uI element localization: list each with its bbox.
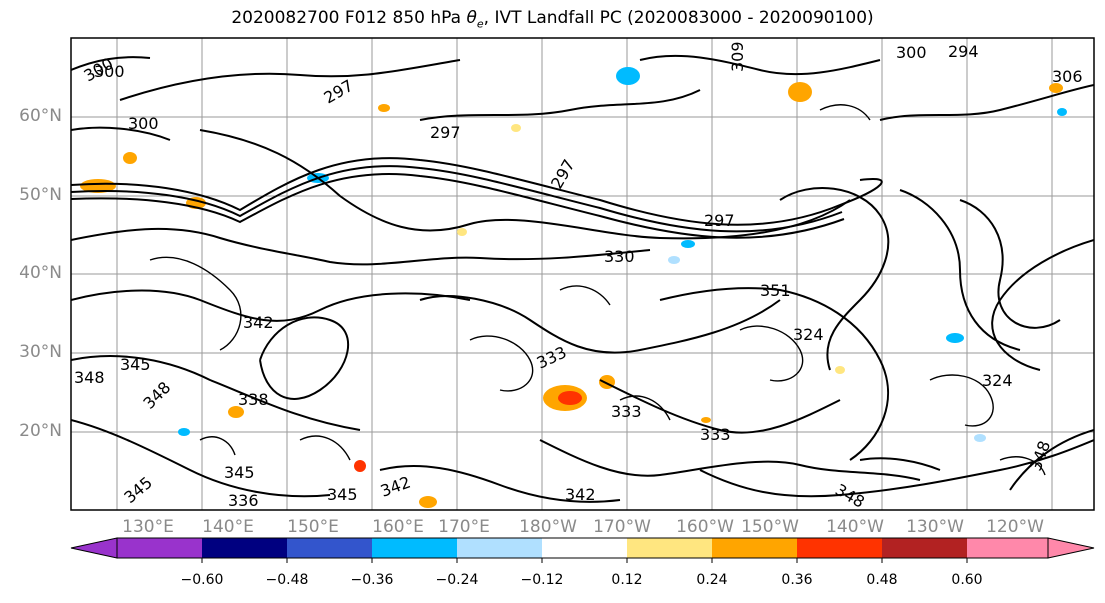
title-suffix: , IVT Landfall PC (2020083000 - 20200901…: [483, 8, 874, 28]
colorbar-tick-label: −0.48: [265, 572, 309, 588]
contour-label-17: 345: [120, 355, 151, 374]
colorbar-segment: [372, 538, 457, 558]
lon-label-170e: 170°E: [438, 517, 490, 537]
contour-label-6: 309: [728, 41, 747, 72]
contour-label-9: 297: [704, 211, 735, 230]
colorbar-segment: [797, 538, 882, 558]
colorbar-low-extend: [70, 537, 118, 559]
lat-label-20n: 20°N: [19, 421, 62, 441]
contour-label-27: 342: [565, 485, 596, 504]
contour-label-20: 333: [611, 402, 642, 421]
colorbar-segment: [457, 538, 542, 558]
contour-label-22: 333: [700, 425, 731, 444]
colorbar-tick-label: −0.12: [520, 572, 564, 588]
lon-label-140w: 140°W: [826, 517, 884, 537]
map-frame: [70, 37, 1095, 511]
colorbar-segment: [117, 538, 202, 558]
colorbar-ticks: [201, 558, 968, 563]
colorbar-tick-label: 0.48: [866, 572, 898, 588]
contour-label-12: 330: [604, 247, 635, 266]
contour-label-18: 348: [74, 368, 105, 387]
lon-label-160w: 160°W: [676, 517, 734, 537]
lon-label-130e: 130°E: [122, 517, 174, 537]
map-title: 2020082700 F012 850 hPa θe, IVT Landfall…: [0, 8, 1105, 30]
graticule: [71, 38, 1094, 510]
colorbar-segments: [116, 537, 1049, 559]
lon-label-160e: 160°E: [372, 517, 424, 537]
theta-e-contours-thin: [149, 104, 1046, 476]
colorbar-segment: [542, 538, 627, 558]
contour-label-2: 300: [94, 62, 125, 81]
contour-label-7: 300: [896, 43, 927, 62]
lon-label-180w: 180°W: [519, 517, 577, 537]
colorbar-tick-label: −0.36: [350, 572, 394, 588]
title-prefix: 2020082700 F012 850 hPa: [231, 8, 467, 28]
colorbar-tick-label: −0.60: [180, 572, 224, 588]
colorbar-segment: [712, 538, 797, 558]
lon-label-140e: 140°E: [202, 517, 254, 537]
contour-label-4: 300: [128, 114, 159, 133]
lon-label-120w: 120°W: [986, 517, 1044, 537]
lon-label-150e: 150°E: [287, 517, 339, 537]
theta-subscript: e: [476, 17, 484, 31]
colorbar-segment: [967, 538, 1048, 558]
theta-e-contours: [71, 54, 1094, 503]
contour-label-10: 306: [1052, 67, 1083, 86]
colorbar-segment: [287, 538, 372, 558]
lat-label-60n: 60°N: [19, 106, 62, 126]
lon-label-130w: 130°W: [906, 517, 964, 537]
contour-label-8: 294: [948, 42, 979, 61]
colorbar-tick-label: 0.24: [696, 572, 728, 588]
colorbar-tick-label: 0.36: [781, 572, 813, 588]
colorbar-segment: [882, 538, 967, 558]
colorbar-tick-label: 0.12: [611, 572, 643, 588]
colorbar-segment: [202, 538, 287, 558]
lon-label-150w: 150°W: [741, 517, 799, 537]
contour-label-24: 345: [327, 485, 358, 504]
colorbar-high-extend: [1047, 537, 1095, 559]
theta-symbol: θ: [466, 8, 477, 28]
lat-label-40n: 40°N: [19, 263, 62, 283]
contour-label-23: 345: [224, 463, 255, 482]
lon-label-170w: 170°W: [593, 517, 651, 537]
contour-label-21: 338: [238, 390, 269, 409]
contour-label-30: 336: [228, 491, 259, 510]
colorbar-tick-label: −0.24: [435, 572, 479, 588]
contour-label-29: 324: [982, 371, 1013, 390]
colorbar-segment: [627, 538, 712, 558]
contour-label-14: 351: [760, 281, 791, 300]
contour-label-13: 342: [243, 313, 274, 332]
colorbar-tick-label: 0.60: [951, 572, 983, 588]
contour-label-5: 297: [430, 123, 461, 142]
contour-label-15: 324: [793, 325, 824, 344]
lat-label-50n: 50°N: [19, 185, 62, 205]
lat-label-30n: 30°N: [19, 342, 62, 362]
